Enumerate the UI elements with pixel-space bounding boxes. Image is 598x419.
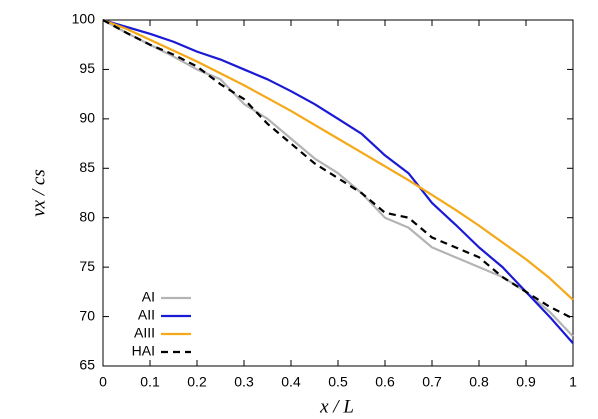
plot-frame <box>102 19 574 367</box>
y-tick-label: 65 <box>79 357 95 373</box>
series-line <box>102 18 574 301</box>
legend-label: AIII <box>134 325 155 341</box>
y-axis-label: vx / cs <box>28 169 49 216</box>
y-tick-label: 70 <box>79 307 95 323</box>
x-tick-label: 0.4 <box>281 374 301 390</box>
series-line <box>102 18 574 344</box>
x-tick-label: 0.1 <box>140 374 160 390</box>
x-tick-label: 1 <box>569 374 577 390</box>
legend-label: AII <box>138 307 155 323</box>
x-axis-label: x / L <box>319 396 354 417</box>
x-tick-label: 0.6 <box>375 374 395 390</box>
y-tick-label: 95 <box>79 60 95 76</box>
y-tick-label: 80 <box>79 208 95 224</box>
y-tick-label: 85 <box>79 159 95 175</box>
y-tick-label: 75 <box>79 258 95 274</box>
legend-label: AI <box>142 289 155 305</box>
x-tick-label: 0.9 <box>516 374 536 390</box>
x-tick-label: 0.8 <box>469 374 489 390</box>
x-tick-label: 0 <box>99 374 107 390</box>
x-tick-label: 0.3 <box>234 374 254 390</box>
y-tick-label: 90 <box>79 110 95 126</box>
x-tick-label: 0.7 <box>422 374 442 390</box>
series-line <box>102 19 574 320</box>
x-tick-label: 0.2 <box>187 374 207 390</box>
x-tick-label: 0.5 <box>328 374 348 390</box>
series-line <box>102 19 574 338</box>
y-tick-label: 100 <box>72 11 96 27</box>
legend-label: HAI <box>132 343 155 359</box>
